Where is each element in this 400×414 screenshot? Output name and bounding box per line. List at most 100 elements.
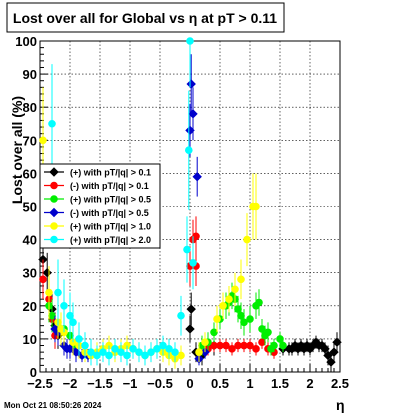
legend-label: (+) with pT/|q| > 2.0 <box>70 235 151 245</box>
data-point-marker <box>252 345 260 353</box>
x-tick-label: 1.5 <box>271 376 289 391</box>
data-point-marker <box>141 351 149 360</box>
data-point-marker <box>246 315 254 323</box>
data-point-marker <box>185 324 195 334</box>
data-point-marker <box>246 341 254 350</box>
data-point-marker <box>264 328 272 337</box>
data-point-marker <box>213 315 221 323</box>
series-4 <box>50 54 210 366</box>
x-tick-label: 0.5 <box>211 376 229 391</box>
x-tick-label: 2 <box>306 376 313 391</box>
data-point-marker <box>50 235 58 244</box>
footer-timestamp: Mon Oct 21 08:50:26 2024 <box>4 401 102 410</box>
data-point-marker <box>105 351 113 360</box>
title-box: Lost over all for Global vs η at pT > 0.… <box>6 2 285 33</box>
data-point-marker <box>123 351 131 360</box>
data-point-marker <box>117 348 125 356</box>
data-point-marker <box>270 341 278 350</box>
y-axis-label: Lost over all (%) <box>9 96 25 204</box>
data-point-marker <box>228 345 236 353</box>
data-point-marker <box>210 328 218 337</box>
y-tick-label: 10 <box>23 332 37 347</box>
legend: (+) with pT/|q| > 0.1 (-) with pT/|q| > 0… <box>39 163 161 249</box>
data-point-marker <box>69 318 77 327</box>
data-point-marker <box>66 311 74 320</box>
data-point-marker <box>48 119 56 128</box>
data-point-marker <box>165 345 173 353</box>
y-tick-label: 70 <box>23 133 37 148</box>
data-point-marker <box>186 304 196 314</box>
x-tick-label: −2 <box>63 376 78 391</box>
data-point-marker <box>222 341 230 350</box>
data-point-marker <box>50 181 58 190</box>
data-series <box>38 37 342 372</box>
x-axis: −2.5 −2 −1.5 −1 −0.5 0 0.5 1 1.5 2 2.5 <box>27 364 349 391</box>
data-point-marker <box>111 345 119 353</box>
data-point-marker <box>54 288 62 297</box>
data-point-marker <box>49 167 59 177</box>
data-point-marker <box>99 348 107 356</box>
data-point-marker <box>171 348 179 356</box>
y-tick-label: 20 <box>23 299 37 314</box>
data-point-marker <box>39 136 47 145</box>
data-point-marker <box>49 207 59 218</box>
data-point-marker <box>129 345 137 353</box>
x-tick-label: −1.5 <box>87 376 113 391</box>
data-point-marker <box>258 338 266 347</box>
x-tick-label: −1 <box>123 376 138 391</box>
data-point-marker <box>81 341 89 350</box>
legend-label: (+) with pT/|q| > 0.5 <box>70 195 151 205</box>
data-point-marker <box>50 222 58 230</box>
data-point-marker <box>201 338 209 347</box>
data-point-marker <box>219 302 227 310</box>
legend-label: (-) with pT/|q| > 0.1 <box>70 181 149 191</box>
y-tick-label: 80 <box>23 100 37 115</box>
data-point-marker <box>237 275 245 284</box>
series-6 <box>48 37 197 366</box>
data-point-marker <box>159 341 167 350</box>
y-tick-label: 90 <box>23 67 37 82</box>
y-tick-label: 40 <box>23 233 37 248</box>
y-tick-label: 100 <box>15 34 37 49</box>
data-point-marker <box>255 298 263 307</box>
data-point-marker <box>75 335 83 343</box>
data-point-marker <box>177 311 185 320</box>
data-point-marker <box>60 302 68 310</box>
data-point-marker <box>237 311 245 320</box>
data-point-marker <box>50 195 58 203</box>
data-point-marker <box>147 348 155 356</box>
data-point-marker <box>231 285 239 294</box>
data-point-marker <box>186 37 194 45</box>
data-point-marker <box>186 79 196 89</box>
x-tick-label: 2.5 <box>331 376 349 391</box>
y-tick-label: 60 <box>23 166 37 181</box>
data-point-marker <box>243 235 251 244</box>
data-point-marker <box>93 351 101 360</box>
y-tick-label: 0 <box>30 365 37 380</box>
data-point-marker <box>195 348 203 356</box>
data-point-marker <box>225 295 233 303</box>
data-point-marker <box>48 311 56 320</box>
data-point-marker <box>252 202 260 211</box>
data-point-marker <box>279 341 287 350</box>
x-axis-label: η <box>336 397 345 413</box>
data-point-marker <box>177 351 185 360</box>
data-point-marker <box>135 348 143 356</box>
chart-title: Lost over all for Global vs η at pT > 0.… <box>13 10 277 26</box>
data-point-marker <box>240 318 248 327</box>
data-point-marker <box>332 337 342 347</box>
x-tick-label: −0.5 <box>147 376 173 391</box>
data-point-marker <box>258 325 266 333</box>
data-point-marker <box>276 335 284 343</box>
data-point-marker <box>234 305 242 313</box>
data-point-marker <box>87 348 95 356</box>
data-point-marker <box>192 232 200 241</box>
y-tick-label: 50 <box>23 200 37 215</box>
data-point-marker <box>153 345 161 353</box>
x-tick-label: −2.5 <box>27 376 53 391</box>
data-point-marker <box>188 109 198 119</box>
data-point-marker <box>45 288 53 297</box>
data-point-marker <box>39 275 47 284</box>
legend-label: (+) with pT/|q| > 1.0 <box>70 222 151 232</box>
